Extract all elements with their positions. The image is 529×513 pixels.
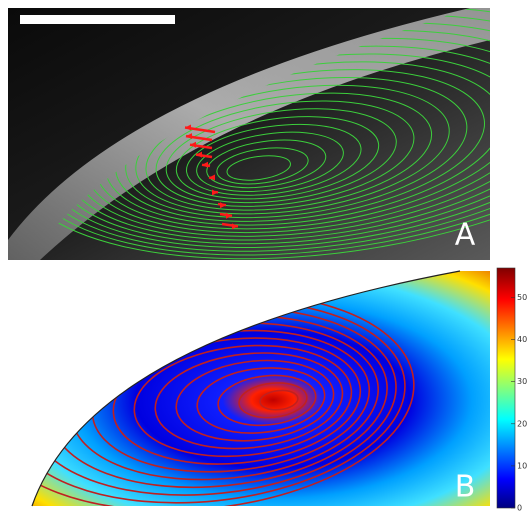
- streamline: [238, 382, 308, 419]
- streamline: [112, 337, 362, 465]
- streamline: [154, 352, 344, 450]
- streamline: [125, 76, 468, 219]
- streamline: [165, 108, 397, 204]
- colorbar-tick-label: 10: [517, 461, 527, 470]
- streamline: [175, 116, 380, 200]
- arrow-head: [232, 223, 238, 230]
- cell-edge: [8, 8, 490, 260]
- streamline: [216, 147, 309, 185]
- streamline: [175, 359, 335, 442]
- streamline: [30, 8, 490, 256]
- arrow-head: [209, 174, 215, 181]
- panel-b: B: [31, 267, 516, 509]
- streamline: [133, 344, 353, 458]
- colorbar-tick-label: 50: [517, 293, 527, 302]
- streamline: [196, 367, 326, 434]
- streamline: [185, 123, 362, 196]
- colorbar-tick-label: 0: [517, 504, 522, 513]
- streamline: [259, 389, 299, 411]
- streamline: [196, 131, 344, 192]
- streamline: [206, 139, 327, 189]
- arrow-head: [226, 212, 232, 219]
- arrow-head: [202, 161, 208, 168]
- streamline: [217, 374, 317, 427]
- velocity-arrows: [184, 124, 239, 230]
- colorbar-tick-label: 40: [517, 335, 527, 344]
- scale-bar: [20, 15, 175, 24]
- arrow-head: [190, 141, 196, 148]
- arrow-head: [185, 124, 191, 131]
- colorbar-tick-label: 30: [517, 377, 527, 386]
- cell-edge: [31, 270, 461, 507]
- arrow-head: [196, 151, 202, 158]
- panel-a: A: [8, 8, 490, 260]
- panel-label: A: [455, 218, 476, 253]
- arrow-head: [186, 133, 192, 140]
- colorbar: [496, 267, 516, 509]
- streamline: [145, 92, 433, 211]
- streamline: [135, 84, 450, 215]
- streamline: [155, 100, 415, 207]
- speed-map: [32, 271, 490, 506]
- panel-label: B: [455, 470, 476, 505]
- streamline: [30, 8, 490, 260]
- colorbar-tick-label: 20: [517, 419, 527, 428]
- arrow-head: [212, 189, 218, 196]
- streamline: [226, 155, 291, 181]
- arrow-head: [220, 202, 226, 209]
